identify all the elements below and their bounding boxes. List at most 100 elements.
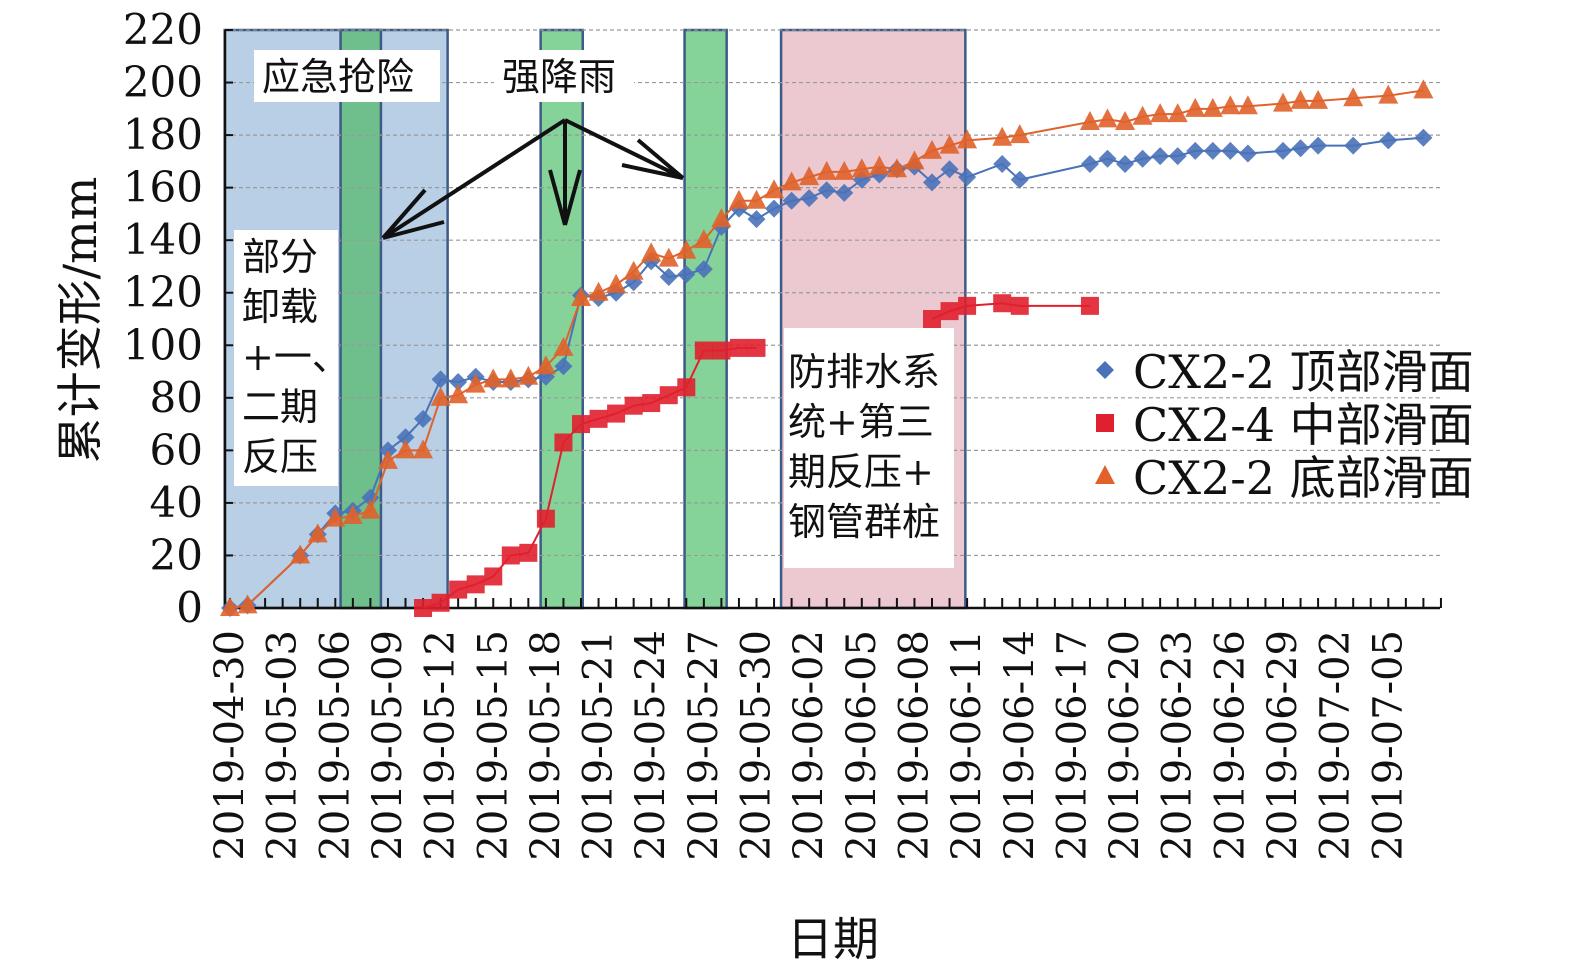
data-point [535, 355, 556, 375]
data-point [1274, 141, 1292, 160]
data-point [677, 378, 696, 397]
data-point [728, 189, 749, 209]
y-tick-label: 40 [150, 478, 203, 527]
data-point [729, 338, 748, 357]
data-point [519, 543, 538, 562]
data-point [642, 394, 661, 413]
data-point [484, 567, 503, 586]
data-point [1115, 110, 1136, 130]
data-point [1132, 105, 1153, 125]
data-point [765, 199, 784, 218]
data-point [1150, 103, 1171, 123]
annotation-line: 期反压+ [788, 450, 934, 494]
data-point [1203, 141, 1222, 160]
data-point [589, 409, 608, 428]
y-tick-label: 220 [123, 5, 203, 54]
data-point [606, 273, 627, 293]
x-tick-label: 2019-05-03 [260, 630, 306, 861]
data-point [360, 499, 381, 519]
y-tick-label: 180 [123, 110, 203, 159]
data-point [1238, 144, 1257, 163]
data-point [1379, 131, 1398, 150]
data-point [500, 368, 521, 388]
data-point [886, 158, 907, 178]
data-point [588, 281, 609, 301]
data-point [835, 183, 854, 202]
annotation-line: 防排水系 [788, 350, 940, 394]
data-point [799, 166, 820, 186]
y-tick-label: 160 [123, 163, 203, 212]
x-tick-label: 2019-06-05 [839, 630, 885, 861]
data-point [923, 173, 941, 192]
arrow-icon [548, 120, 582, 226]
data-point [483, 368, 504, 388]
annotation-line: 二期 [242, 385, 318, 429]
emergency-label: 应急抢险 [262, 55, 414, 99]
data-point [501, 546, 520, 565]
data-point [361, 488, 380, 507]
x-tick-label: 2019-05-21 [576, 630, 622, 861]
annotation-line: 统+第三 [788, 400, 934, 444]
data-point [1010, 170, 1029, 189]
series-group [220, 79, 1434, 617]
data-point [992, 126, 1013, 146]
rain-label-box [494, 50, 634, 102]
data-point [554, 433, 573, 452]
legend-label: CX2-2 顶部滑面 [1133, 345, 1474, 399]
data-point [1273, 92, 1293, 112]
data-point [869, 155, 890, 175]
data-point [413, 439, 434, 459]
data-point [396, 428, 415, 447]
annotation-line: 反压 [242, 435, 318, 479]
y-tick-label: 80 [150, 373, 203, 422]
data-point [940, 160, 959, 179]
data-point [377, 449, 398, 469]
rain-arrows [381, 118, 685, 240]
data-point [466, 575, 485, 594]
data-point [958, 296, 977, 315]
rain-label: 强降雨 [502, 55, 616, 99]
annotation-line: 卸载 [242, 285, 318, 329]
data-point [712, 341, 731, 360]
data-point [1237, 95, 1258, 115]
x-tick-label: 2019-06-11 [944, 630, 990, 861]
data-point [993, 294, 1012, 313]
annotation-line: 部分 [242, 235, 318, 279]
data-point [1080, 154, 1099, 173]
region-3 [683, 28, 728, 610]
legend-label: CX2-2 底部滑面 [1133, 451, 1474, 505]
data-point [958, 168, 977, 187]
data-point [693, 229, 714, 249]
data-point [571, 286, 591, 306]
annotation-line: 钢管群桩 [788, 500, 940, 544]
data-point [1167, 103, 1188, 123]
data-point [1097, 108, 1118, 128]
data-point [747, 338, 766, 357]
x-tick-label: 2019-06-02 [786, 630, 832, 861]
legend-label: CX2-4 中部滑面 [1133, 398, 1474, 452]
x-tick-label: 2019-04-30 [207, 630, 253, 861]
data-point [220, 597, 240, 616]
data-point [449, 580, 468, 599]
data-point [923, 310, 941, 328]
y-axis-title: 累计变形/mm [53, 177, 107, 464]
data-point [851, 158, 872, 178]
data-point [448, 384, 469, 404]
x-axis-title: 日期 [787, 912, 879, 966]
data-point [800, 189, 819, 208]
x-tick-label: 2019-05-24 [628, 630, 674, 861]
x-tick-label: 2019-05-30 [734, 630, 780, 861]
data-point [237, 594, 258, 614]
data-point [431, 593, 450, 612]
data-point [518, 365, 539, 385]
data-point [1344, 136, 1363, 155]
y-tick-label: 200 [123, 58, 203, 107]
data-point [465, 373, 486, 393]
data-point [782, 191, 801, 210]
data-point [658, 247, 679, 267]
unload-label-box [234, 230, 338, 486]
data-point [1116, 154, 1135, 173]
x-tick-label: 2019-05-18 [523, 630, 569, 861]
